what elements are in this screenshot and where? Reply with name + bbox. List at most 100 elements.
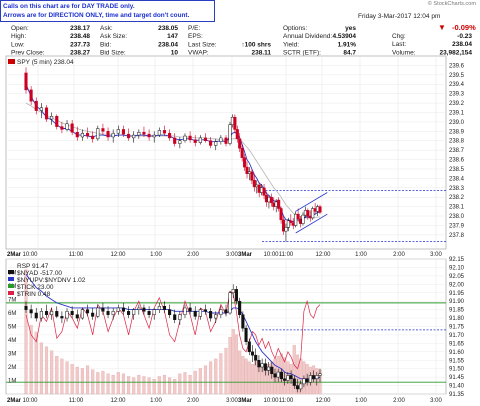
volume-bar (198, 368, 202, 395)
breadth-x-tick-label: 10:00 (22, 398, 38, 404)
breadth-legend-swatch (8, 277, 14, 281)
candle-body (34, 100, 38, 111)
candle-body (245, 166, 249, 174)
candle-body (219, 137, 223, 142)
volume-bar (50, 350, 54, 395)
volume-bar (228, 337, 232, 395)
quote-value: 238.48 (70, 33, 90, 40)
price-panel-frame (5, 55, 447, 250)
candle-body (183, 135, 187, 141)
price-panel: 239.6 239.5 239.4 239.3 239.2 239.1 239.0 238.9… (5, 55, 465, 258)
volume-bar (183, 372, 187, 395)
volume-bar (132, 377, 136, 395)
rsp-bar-body (228, 292, 232, 314)
candle-body (233, 116, 237, 130)
quote-datetime: Friday 3-Mar-2017 12:04 pm (358, 13, 440, 20)
price-y-tick-label: 238.1 (449, 205, 465, 211)
volume-bar (111, 374, 115, 395)
rsp-bar-body (106, 311, 110, 315)
volume-bar (224, 347, 228, 395)
volume-bar (85, 365, 90, 395)
rsp-bar-body (263, 363, 267, 371)
price-x-tick-label: 11:00 (69, 252, 84, 258)
candle-body (306, 210, 310, 217)
volume-bar (75, 366, 79, 395)
rsp-bar-body (203, 309, 208, 312)
price-x-tick-label: 10:00 (22, 252, 38, 258)
candle-body (214, 141, 218, 146)
candle-body (286, 220, 290, 228)
quote-label: P/E: (188, 25, 200, 32)
candle-body (281, 219, 286, 232)
rsp-bar-body (152, 309, 156, 315)
candle-body (137, 132, 141, 136)
rsp-bar-body (289, 375, 293, 380)
volume-bar (250, 364, 255, 395)
quote-label: Last Size: (188, 41, 217, 48)
breadth-level-lines (6, 302, 446, 383)
breadth-right-tick-label: 91.35 (449, 392, 465, 398)
candle-body (50, 116, 54, 120)
rsp-bar-body (193, 311, 197, 317)
rsp-bar-body (276, 371, 280, 378)
rsp-bar-body (116, 307, 120, 312)
breadth-x-axis: 2Mar 10:00 11:00 12:00 1:00 2:00 3:00 3Mar 10:00… (7, 398, 443, 404)
price-x-tick-label: 2Mar (7, 252, 22, 258)
rsp-bar-body (250, 351, 255, 356)
candle-body (132, 134, 136, 139)
price-y-tick-label: 239.2 (449, 101, 465, 107)
candle-body (209, 140, 213, 146)
candle-body (162, 130, 167, 134)
rsp-bar-body (260, 363, 264, 368)
quote-label: EPS: (188, 33, 203, 40)
candle-body (252, 180, 256, 188)
rsp-bar-body (168, 309, 172, 315)
volume-bar (106, 373, 110, 395)
price-x-tick-label: 2:00 (393, 252, 405, 258)
volume-bar (24, 269, 28, 395)
quote-label: Low: (11, 41, 25, 48)
volume-bar (247, 361, 251, 395)
candle-body (203, 137, 208, 141)
rsp-bar-body (111, 311, 115, 315)
candle-body (101, 128, 105, 132)
volume-bar (173, 378, 177, 395)
rsp-bar-body (279, 371, 283, 380)
rsp-bar-body (183, 307, 187, 315)
quote-table: Open: 238.17 High: 238.48 Low: 237.73 Prev Clo… (11, 25, 472, 57)
price-trend-channel (295, 192, 328, 234)
rsp-bar-body (254, 354, 258, 361)
quote-value: 4.53904 (333, 33, 357, 40)
rsp-bar-body (315, 375, 319, 380)
breadth-right-tick-label: 91.55 (449, 358, 465, 364)
volume-bar (121, 373, 125, 395)
candle-body (60, 126, 64, 130)
candle-body (70, 123, 74, 133)
rsp-bar-body (162, 306, 167, 310)
rsp-bar-body (137, 307, 141, 310)
rsp-bar-body (173, 314, 177, 320)
price-y-tick-label: 238.2 (449, 195, 465, 201)
rsp-bar-body (238, 300, 242, 315)
rsp-bar-body (80, 309, 84, 319)
rsp-bar-body (132, 309, 136, 315)
quote-label: Ask: (100, 25, 113, 32)
volume-bar (214, 358, 218, 395)
price-legend-swatch (8, 59, 15, 64)
candle-body (127, 133, 131, 139)
quote-label: Last: (392, 41, 406, 48)
volume-bar (157, 376, 161, 395)
breadth-right-tick-label: 91.85 (449, 308, 465, 314)
rsp-bar-body (60, 316, 64, 319)
price-y-axis: 239.6 239.5 239.4 239.3 239.2 239.1 239.0 238.9… (449, 63, 465, 238)
candle-body (116, 129, 120, 134)
breadth-x-tick-label: 3:00 (226, 398, 238, 404)
breadth-legend-label: $NYAD -517.00 (17, 270, 62, 277)
breadth-right-tick-label: 92.05 (449, 274, 465, 280)
rsp-bar-body (273, 373, 277, 378)
volume-bar (142, 376, 146, 395)
candle-body (269, 196, 273, 204)
volume-bar (55, 356, 59, 395)
rsp-bar-body (305, 378, 309, 383)
quote-label: VWAP: (188, 50, 209, 57)
